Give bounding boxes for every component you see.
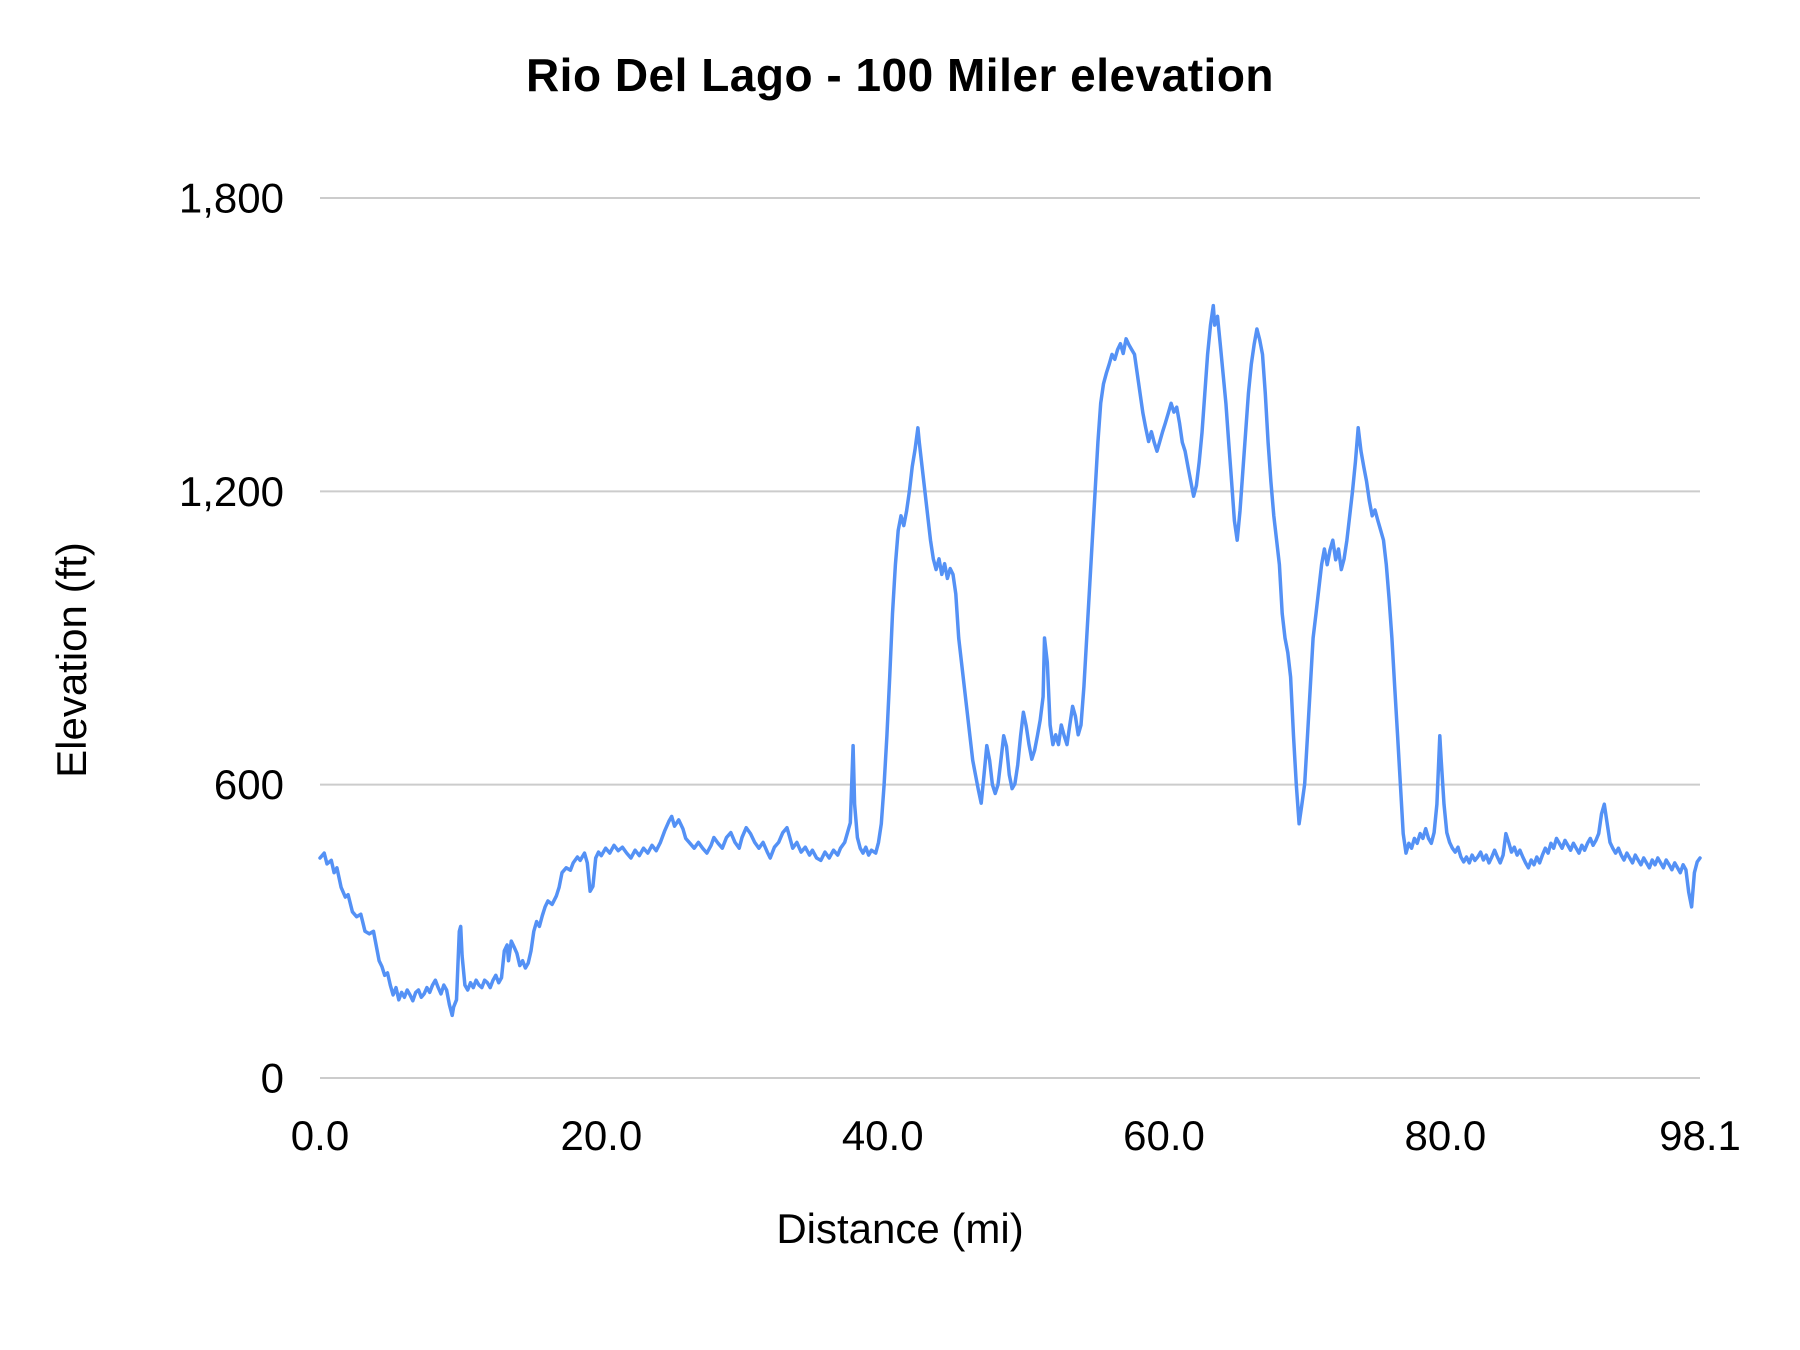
y-tick-label: 1,200 [179,468,284,515]
x-tick-label: 40.0 [842,1112,924,1159]
y-tick-label: 1,800 [179,175,284,222]
x-tick-label: 0.0 [291,1112,349,1159]
x-tick-label: 60.0 [1123,1112,1205,1159]
x-axis-title: Distance (mi) [776,1205,1024,1252]
x-tick-label: 98.1 [1659,1112,1741,1159]
x-tick-label: 80.0 [1405,1112,1487,1159]
chart-title: Rio Del Lago - 100 Miler elevation [525,49,1275,101]
y-tick-label: 600 [214,761,284,808]
elevation-line [318,303,1702,1018]
x-tick-label: 20.0 [560,1112,642,1159]
y-tick-label: 0 [261,1055,284,1102]
